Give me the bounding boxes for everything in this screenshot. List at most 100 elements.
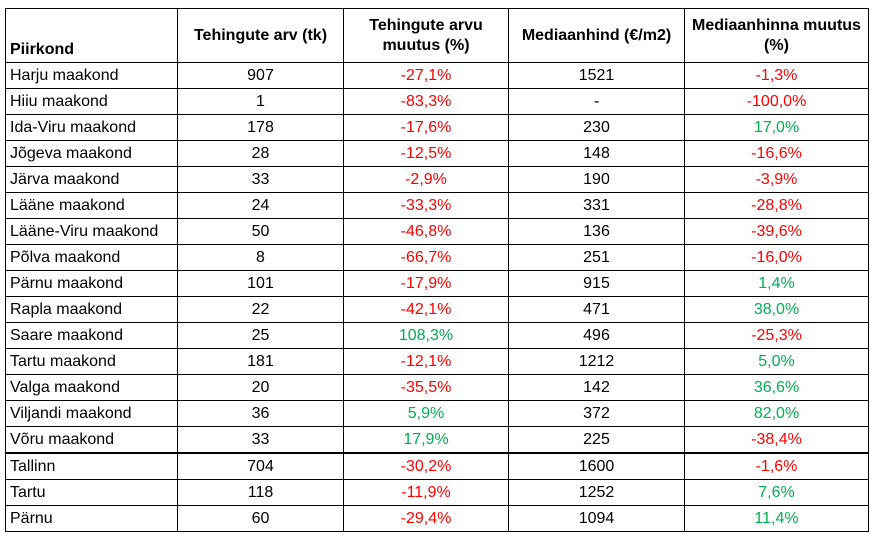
- cell-median-price-change: -39,6%: [684, 218, 869, 245]
- cell-transaction-count: 25: [177, 322, 344, 349]
- cell-transaction-count: 101: [177, 270, 344, 297]
- table-row: Tartu maakond 181 -12,1% 1212 5,0%: [5, 348, 869, 375]
- cell-transaction-count: 181: [177, 348, 344, 375]
- cell-median-price: 251: [508, 244, 685, 271]
- cell-transaction-count-change: -35,5%: [343, 374, 509, 401]
- cell-transaction-count: 907: [177, 62, 344, 89]
- cell-transaction-count-change: -27,1%: [343, 62, 509, 89]
- cell-region: Pärnu: [5, 505, 178, 532]
- cell-median-price: 1600: [508, 452, 685, 480]
- table-row: Lääne maakond 24 -33,3% 331 -28,8%: [5, 192, 869, 219]
- cell-transaction-count: 8: [177, 244, 344, 271]
- cell-region: Järva maakond: [5, 166, 178, 193]
- cell-region: Viljandi maakond: [5, 400, 178, 427]
- cell-region: Lääne-Viru maakond: [5, 218, 178, 245]
- cell-region: Pärnu maakond: [5, 270, 178, 297]
- cell-region: Valga maakond: [5, 374, 178, 401]
- cell-transaction-count-change: -29,4%: [343, 505, 509, 532]
- cell-region: Lääne maakond: [5, 192, 178, 219]
- cell-transaction-count: 704: [177, 452, 344, 480]
- cell-median-price: 1252: [508, 479, 685, 506]
- table-row: Tallinn 704 -30,2% 1600 -1,6%: [5, 452, 869, 480]
- cell-median-price: 1212: [508, 348, 685, 375]
- cell-median-price-change: -1,3%: [684, 62, 869, 89]
- header-median-price: Mediaanhind (€/m2): [508, 8, 685, 63]
- cell-median-price-change: -38,4%: [684, 426, 869, 454]
- cell-median-price: 496: [508, 322, 685, 349]
- cell-median-price: 1094: [508, 505, 685, 532]
- cell-region: Hiiu maakond: [5, 88, 178, 115]
- cell-region: Tartu: [5, 479, 178, 506]
- cell-region: Tartu maakond: [5, 348, 178, 375]
- cell-median-price: 471: [508, 296, 685, 323]
- table-row: Põlva maakond 8 -66,7% 251 -16,0%: [5, 244, 869, 271]
- table-row: Pärnu maakond 101 -17,9% 915 1,4%: [5, 270, 869, 297]
- cell-transaction-count: 118: [177, 479, 344, 506]
- table-row: Võru maakond 33 17,9% 225 -38,4%: [5, 426, 869, 454]
- cell-median-price-change: -3,9%: [684, 166, 869, 193]
- cell-region: Põlva maakond: [5, 244, 178, 271]
- cell-transaction-count: 20: [177, 374, 344, 401]
- cell-median-price-change: -28,8%: [684, 192, 869, 219]
- table-row: Saare maakond 25 108,3% 496 -25,3%: [5, 322, 869, 349]
- cell-transaction-count: 33: [177, 166, 344, 193]
- cell-transaction-count-change: -12,1%: [343, 348, 509, 375]
- cell-transaction-count-change: -11,9%: [343, 479, 509, 506]
- header-transaction-count-change: Tehingute arvu muutus (%): [343, 8, 509, 63]
- cell-median-price-change: 36,6%: [684, 374, 869, 401]
- cell-median-price-change: 11,4%: [684, 505, 869, 532]
- cell-region: Harju maakond: [5, 62, 178, 89]
- cell-transaction-count-change: 17,9%: [343, 426, 509, 454]
- cell-median-price-change: 7,6%: [684, 479, 869, 506]
- cell-transaction-count-change: 5,9%: [343, 400, 509, 427]
- cell-transaction-count-change: -12,5%: [343, 140, 509, 167]
- cell-median-price-change: 17,0%: [684, 114, 869, 141]
- table-row: Viljandi maakond 36 5,9% 372 82,0%: [5, 400, 869, 427]
- cell-region: Võru maakond: [5, 426, 178, 454]
- cell-median-price-change: -100,0%: [684, 88, 869, 115]
- cell-transaction-count: 50: [177, 218, 344, 245]
- table-row: Hiiu maakond 1 -83,3% - -100,0%: [5, 88, 869, 115]
- cell-transaction-count-change: -42,1%: [343, 296, 509, 323]
- cell-median-price: 331: [508, 192, 685, 219]
- header-region: Piirkond: [5, 8, 178, 63]
- header-median-price-change: Mediaanhinna muutus (%): [684, 8, 869, 63]
- table-row: Valga maakond 20 -35,5% 142 36,6%: [5, 374, 869, 401]
- cell-median-price-change: 1,4%: [684, 270, 869, 297]
- table-row: Tartu 118 -11,9% 1252 7,6%: [5, 479, 869, 506]
- cell-transaction-count: 36: [177, 400, 344, 427]
- cell-transaction-count-change: -17,6%: [343, 114, 509, 141]
- cell-median-price: 190: [508, 166, 685, 193]
- cell-transaction-count: 24: [177, 192, 344, 219]
- cell-transaction-count-change: -33,3%: [343, 192, 509, 219]
- transactions-table: Piirkond Tehingute arv (tk) Tehingute ar…: [5, 8, 869, 532]
- cell-transaction-count-change: 108,3%: [343, 322, 509, 349]
- cell-transaction-count: 60: [177, 505, 344, 532]
- table-row: Jõgeva maakond 28 -12,5% 148 -16,6%: [5, 140, 869, 167]
- cell-transaction-count-change: -2,9%: [343, 166, 509, 193]
- cell-median-price-change: -16,0%: [684, 244, 869, 271]
- cell-transaction-count: 1: [177, 88, 344, 115]
- cell-transaction-count-change: -66,7%: [343, 244, 509, 271]
- table-row: Rapla maakond 22 -42,1% 471 38,0%: [5, 296, 869, 323]
- cell-transaction-count: 178: [177, 114, 344, 141]
- cell-transaction-count: 22: [177, 296, 344, 323]
- cell-median-price-change: 38,0%: [684, 296, 869, 323]
- cell-median-price: 148: [508, 140, 685, 167]
- cell-median-price: 230: [508, 114, 685, 141]
- cell-transaction-count-change: -83,3%: [343, 88, 509, 115]
- cell-median-price: -: [508, 88, 685, 115]
- cell-transaction-count: 28: [177, 140, 344, 167]
- table-row: Pärnu 60 -29,4% 1094 11,4%: [5, 505, 869, 532]
- cell-median-price: 225: [508, 426, 685, 454]
- table-row: Harju maakond 907 -27,1% 1521 -1,3%: [5, 62, 869, 89]
- cell-median-price: 372: [508, 400, 685, 427]
- cell-transaction-count-change: -30,2%: [343, 452, 509, 480]
- header-row: Piirkond Tehingute arv (tk) Tehingute ar…: [5, 8, 869, 63]
- cell-median-price-change: 82,0%: [684, 400, 869, 427]
- cell-median-price-change: -1,6%: [684, 452, 869, 480]
- table-header: Piirkond Tehingute arv (tk) Tehingute ar…: [5, 8, 869, 63]
- cell-region: Rapla maakond: [5, 296, 178, 323]
- cell-region: Jõgeva maakond: [5, 140, 178, 167]
- table-body: Harju maakond 907 -27,1% 1521 -1,3% Hiiu maak…: [5, 62, 869, 532]
